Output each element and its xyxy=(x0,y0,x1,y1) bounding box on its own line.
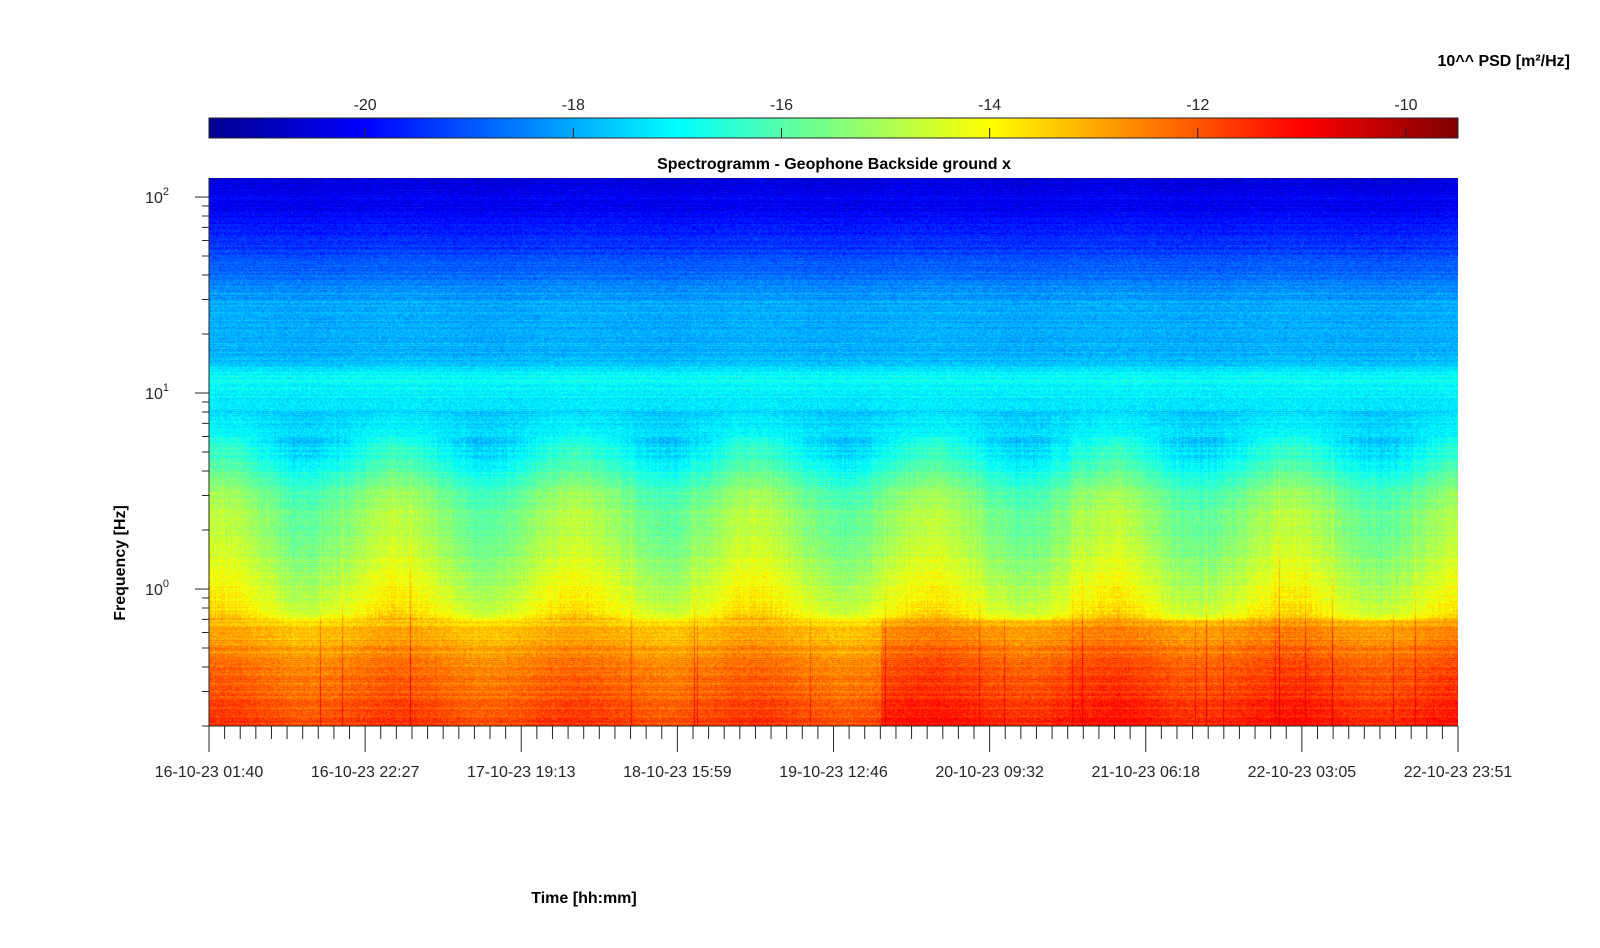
colorbar-tick-label: -12 xyxy=(1186,97,1209,114)
y-tick-base: 10 xyxy=(145,190,163,207)
x-tick-label: 22-10-23 03:05 xyxy=(1248,764,1357,781)
colorbar: 10^^ PSD [m²/Hz] -20 -18 -16 -14 -12 -10 xyxy=(208,53,1570,139)
x-tick-label: 21-10-23 06:18 xyxy=(1091,764,1200,781)
x-tick-labels: 16-10-23 01:40 16-10-23 22:27 17-10-23 19:… xyxy=(155,764,1513,781)
y-tick-label: 101 xyxy=(145,382,169,403)
y-tick-base: 10 xyxy=(145,386,163,403)
colorbar-tick-label: -14 xyxy=(978,97,1001,114)
y-minor-ticks xyxy=(195,196,209,727)
x-tick-label: 20-10-23 09:32 xyxy=(935,764,1044,781)
x-tick-label: 19-10-23 12:46 xyxy=(779,764,888,781)
colorbar-ticks: -20 -18 -16 -14 -12 -10 xyxy=(354,97,1418,138)
x-axis-label: Time [hh:mm] xyxy=(531,890,636,907)
colorbar-tick-label: -16 xyxy=(770,97,793,114)
colorbar-frame xyxy=(208,117,1459,139)
y-tick-exponent: 0 xyxy=(163,578,169,590)
x-tick-label: 22-10-23 23:51 xyxy=(1404,764,1513,781)
colorbar-label: 10^^ PSD [m²/Hz] xyxy=(1438,53,1570,70)
y-tick-label: 102 xyxy=(145,186,169,207)
y-tick-exponent: 1 xyxy=(163,382,169,394)
colorbar-tick-label: -18 xyxy=(562,97,585,114)
x-minor-ticks xyxy=(208,726,1459,752)
spectrogram-image xyxy=(209,178,1458,726)
y-tick-base: 10 xyxy=(145,582,163,599)
x-tick-label: 18-10-23 15:59 xyxy=(623,764,732,781)
x-tick-label: 17-10-23 19:13 xyxy=(467,764,576,781)
colorbar-tick-label: -10 xyxy=(1394,97,1417,114)
x-axis: 16-10-23 01:40 16-10-23 22:27 17-10-23 19:… xyxy=(155,725,1513,907)
colorbar-gradient xyxy=(209,118,1458,138)
y-tick-label: 100 xyxy=(145,578,169,599)
x-tick-label: 16-10-23 22:27 xyxy=(311,764,420,781)
plot-area xyxy=(209,178,1458,726)
colorbar-tick-label: -20 xyxy=(354,97,377,114)
x-tick-label: 16-10-23 01:40 xyxy=(155,764,264,781)
y-tick-exponent: 2 xyxy=(163,186,169,198)
chart-title: Spectrogramm - Geophone Backside ground … xyxy=(657,156,1011,173)
y-axis-label: Frequency [Hz] xyxy=(112,505,129,621)
